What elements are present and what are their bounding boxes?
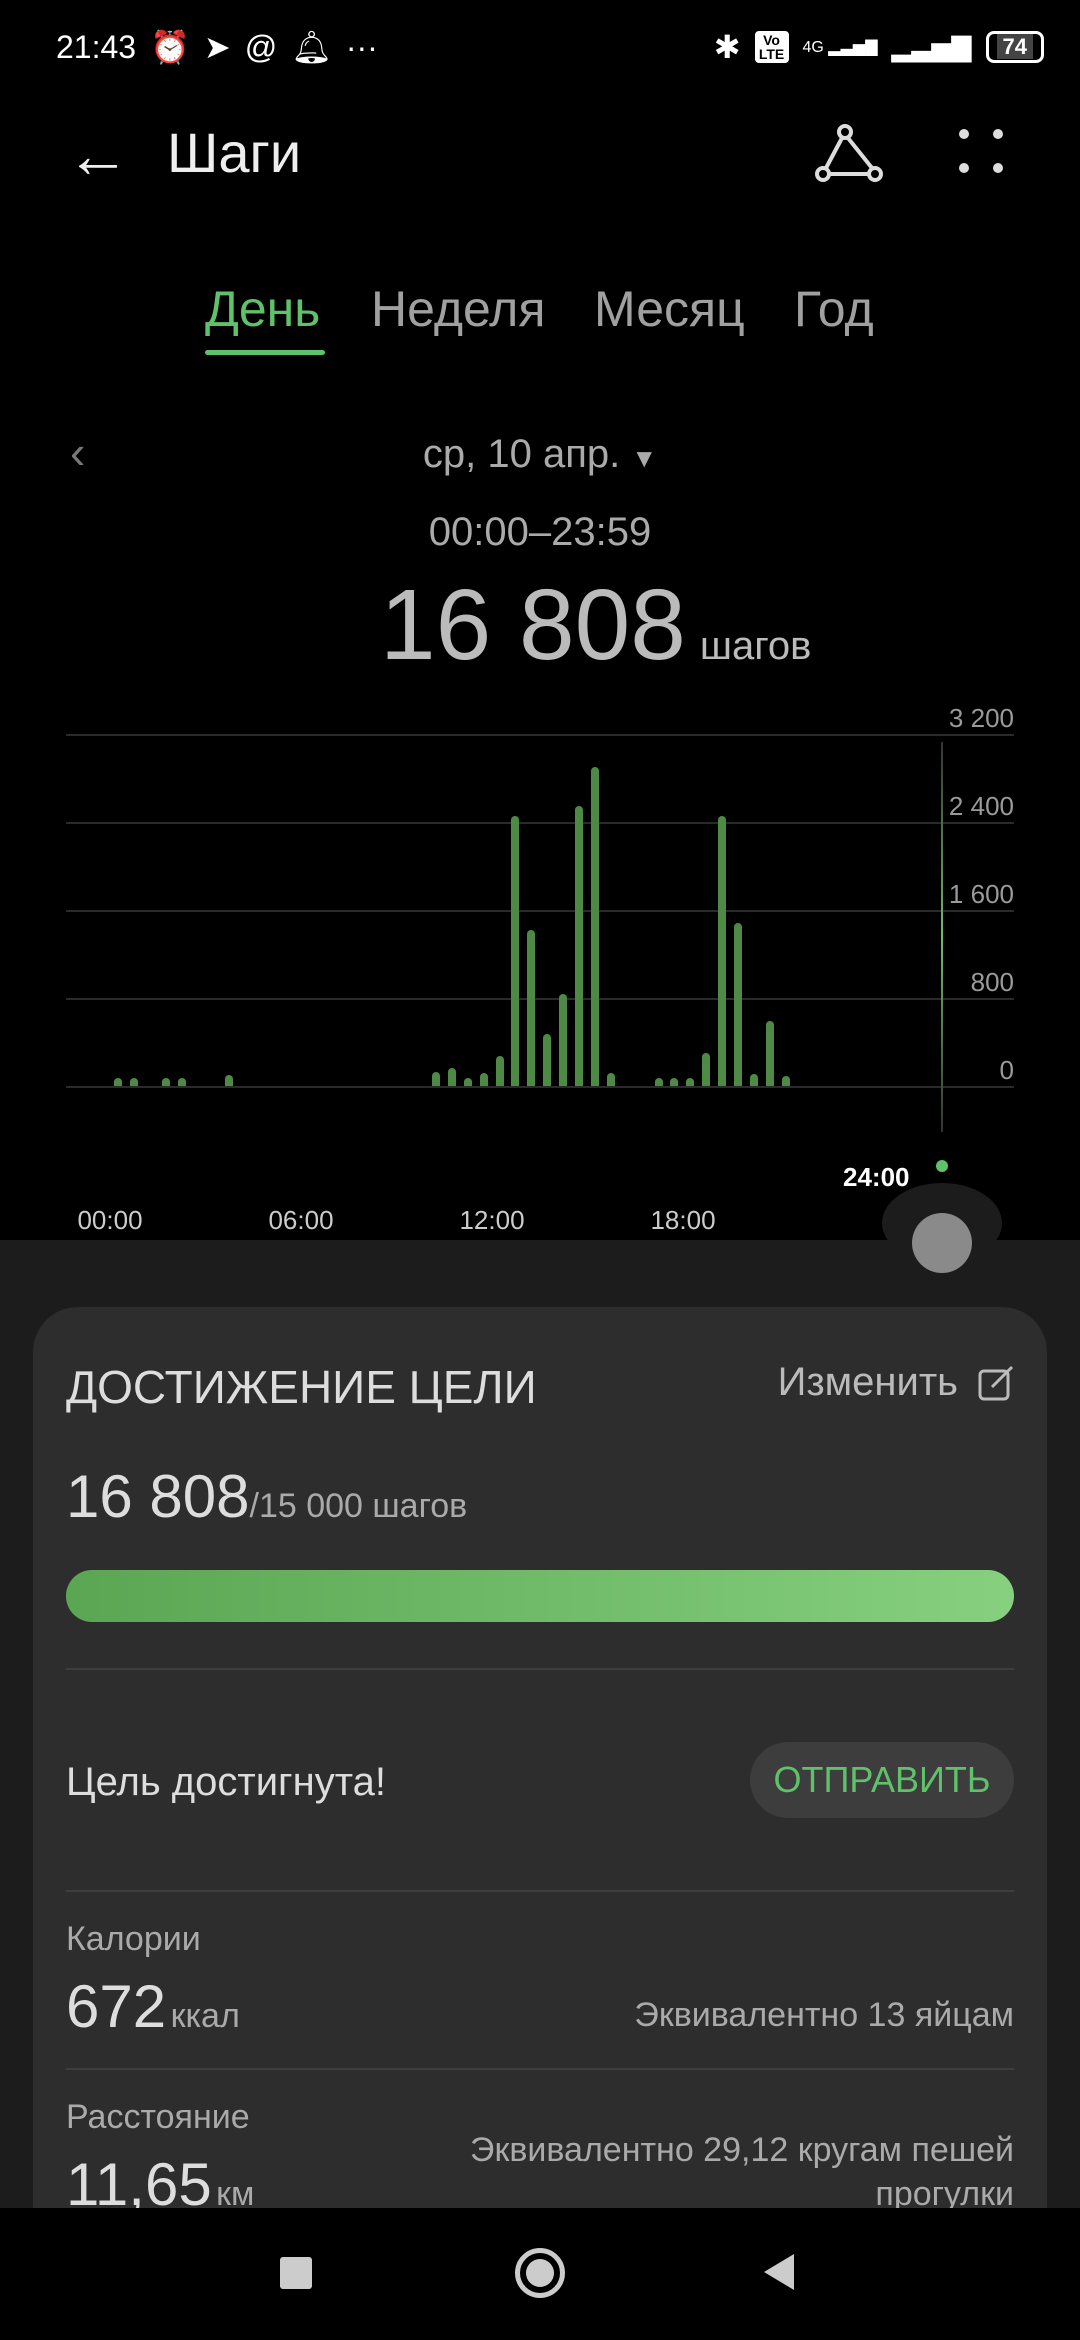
bar-15:00[interactable] bbox=[590, 767, 599, 1086]
bar-03:30[interactable] bbox=[225, 1074, 234, 1086]
x-tick: 06:00 bbox=[268, 1205, 334, 1235]
edit-icon bbox=[978, 1365, 1014, 1400]
bar-02:00[interactable] bbox=[177, 1078, 186, 1086]
divider bbox=[66, 2068, 1014, 2070]
total-steps: 16 808 шагов bbox=[380, 569, 812, 681]
goal-progress-bar bbox=[66, 1570, 1014, 1622]
goal-status: Цель достигнута! bbox=[66, 1760, 386, 1804]
gridline bbox=[66, 910, 1014, 912]
bar-11:00[interactable] bbox=[463, 1078, 472, 1086]
signal-4g-icon: 4G ▂▃▅▇ bbox=[802, 39, 878, 56]
bar-12:30[interactable] bbox=[511, 815, 520, 1086]
goal-title: ДОСТИЖЕНИЕ ЦЕЛИ bbox=[66, 1361, 537, 1413]
y-tick: 1 600 bbox=[948, 879, 1014, 909]
calories-label: Калории bbox=[66, 1920, 201, 1958]
triangle-back-icon[interactable] bbox=[764, 2254, 794, 2290]
bar-13:30[interactable] bbox=[543, 1033, 552, 1086]
x-tick: 18:00 bbox=[650, 1205, 716, 1235]
send-button[interactable]: ОТПРАВИТЬ bbox=[750, 1742, 1014, 1818]
bar-14:00[interactable] bbox=[559, 994, 568, 1086]
bar-00:30[interactable] bbox=[129, 1078, 138, 1086]
signal-icon: ▂▃▅▇ bbox=[891, 31, 972, 62]
x-tick: 00:00 bbox=[77, 1205, 143, 1235]
slider-handle[interactable] bbox=[912, 1213, 972, 1273]
more-icon: ··· bbox=[345, 28, 378, 65]
distance-value: 11,65 км bbox=[66, 2151, 255, 2218]
battery-icon: 74 bbox=[985, 31, 1044, 63]
gridline bbox=[66, 822, 1014, 824]
y-tick: 3 200 bbox=[948, 703, 1014, 733]
bar-15:30[interactable] bbox=[606, 1072, 615, 1086]
x-tick: 12:00 bbox=[459, 1205, 525, 1235]
bar-18:30[interactable] bbox=[702, 1053, 711, 1086]
bar-10:00[interactable] bbox=[431, 1072, 440, 1086]
bar-20:30[interactable] bbox=[765, 1020, 774, 1086]
clock: 21:43 bbox=[56, 28, 137, 65]
cursor-line bbox=[941, 742, 943, 1132]
telegram-icon: ➤ bbox=[203, 29, 231, 65]
back-button[interactable]: ← bbox=[66, 119, 130, 191]
cursor-label: 24:00 bbox=[843, 1162, 910, 1192]
y-tick: 2 400 bbox=[948, 791, 1014, 821]
cursor-dot bbox=[936, 1160, 948, 1172]
circle-icon[interactable] bbox=[515, 2248, 565, 2298]
bar-11:30[interactable] bbox=[479, 1073, 488, 1086]
volte-icon: Vo LTE bbox=[754, 31, 789, 63]
tab-week[interactable]: Неделя bbox=[371, 281, 546, 337]
bar-14:30[interactable] bbox=[575, 806, 584, 1086]
bluetooth-icon: ✱ bbox=[713, 29, 741, 65]
tab-indicator bbox=[205, 350, 325, 355]
distance-equivalent: Эквивалентно 29,12 кругам пешей прогулки bbox=[470, 2131, 1014, 2213]
y-tick: 0 bbox=[999, 1055, 1014, 1085]
gridline bbox=[66, 998, 1014, 1000]
goal-progress-fill bbox=[66, 1570, 1014, 1622]
bar-13:00[interactable] bbox=[527, 930, 536, 1086]
bar-21:00[interactable] bbox=[781, 1076, 790, 1086]
tab-year[interactable]: Год bbox=[794, 281, 874, 337]
edit-goal-button[interactable]: Изменить bbox=[778, 1360, 1014, 1405]
share-nodes-icon[interactable] bbox=[815, 122, 885, 182]
bar-01:30[interactable] bbox=[161, 1078, 170, 1086]
tab-day[interactable]: День bbox=[205, 281, 321, 337]
bar-12:00[interactable] bbox=[495, 1056, 504, 1086]
calories-equivalent: Эквивалентно 13 яйцам bbox=[634, 1996, 1014, 2034]
grid-dots-icon[interactable] bbox=[958, 128, 1004, 174]
status-bar-right: ✱ Vo LTE 4G ▂▃▅▇ ▂▃▅▇ 74 bbox=[714, 22, 1044, 72]
gridline bbox=[66, 734, 1014, 736]
navigation-bar bbox=[0, 2208, 1080, 2340]
y-tick: 800 bbox=[970, 967, 1014, 997]
bar-19:30[interactable] bbox=[734, 923, 743, 1086]
divider bbox=[66, 1668, 1014, 1670]
bar-18:00[interactable] bbox=[686, 1078, 695, 1086]
square-icon[interactable] bbox=[280, 2257, 312, 2289]
tab-month[interactable]: Месяц bbox=[594, 281, 745, 337]
bar-20:00[interactable] bbox=[749, 1073, 758, 1086]
page-title: Шаги bbox=[167, 121, 302, 184]
goal-progress-text: 16 808/15 000 шагов bbox=[66, 1463, 468, 1530]
bar-17:30[interactable] bbox=[670, 1078, 679, 1086]
bell-icon: 🔔︎ bbox=[291, 29, 332, 65]
date-selector[interactable]: ср, 10 апр. ▼ bbox=[422, 432, 658, 476]
bar-17:00[interactable] bbox=[654, 1078, 663, 1086]
status-bar-left: 21:43 ⏰ ➤ @ 🔔︎ ··· bbox=[56, 22, 378, 72]
calories-value: 672 ккал bbox=[66, 1973, 240, 2040]
at-icon: @ bbox=[244, 28, 278, 65]
time-range: 00:00–23:59 bbox=[428, 510, 652, 554]
bar-00:00[interactable] bbox=[113, 1078, 122, 1086]
prev-day-button[interactable]: ‹ bbox=[70, 426, 86, 478]
alarm-icon: ⏰ bbox=[150, 29, 190, 65]
bar-10:30[interactable] bbox=[447, 1068, 456, 1086]
divider bbox=[66, 1890, 1014, 1892]
dropdown-icon: ▼ bbox=[631, 443, 658, 473]
distance-label: Расстояние bbox=[66, 2098, 250, 2136]
gridline bbox=[66, 1086, 1014, 1088]
bar-19:00[interactable] bbox=[718, 815, 727, 1086]
